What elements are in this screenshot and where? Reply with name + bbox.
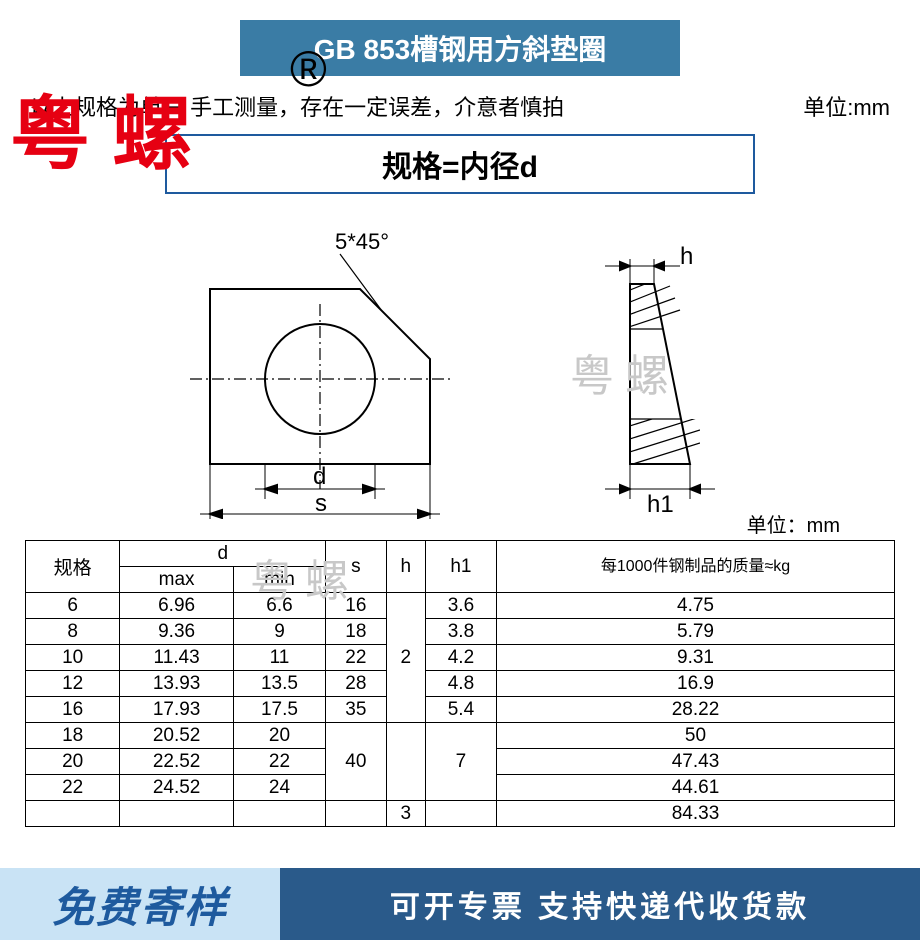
th-s: s (326, 541, 386, 593)
dim-h: h (680, 243, 693, 270)
dim-s: s (315, 490, 327, 517)
table-row: 3 84.33 (26, 801, 895, 827)
table-row: 16 17.93 17.5 35 5.4 28.22 (26, 697, 895, 723)
spec-header: 规格=内径d (165, 134, 755, 194)
th-dmax: max (120, 567, 233, 593)
dim-d: d (313, 463, 326, 490)
unit-label: 单位:mm (803, 90, 890, 122)
table-row: 8 9.36 9 18 3.8 5.79 (26, 619, 895, 645)
th-d: d (120, 541, 326, 567)
table-row: 18 20.52 20 40 7 50 (26, 723, 895, 749)
brand-overlay: 粤 螺 (10, 70, 192, 186)
footer-left: 免费寄样 (0, 868, 280, 940)
table-row: 6 6.96 6.6 16 2 3.6 4.75 (26, 593, 895, 619)
chamfer-label: 5*45° (335, 229, 389, 254)
table-row: 10 11.43 11 22 4.2 9.31 (26, 645, 895, 671)
spec-table: 规格 d s h h1 每1000件钢制品的质量≈kg max min 6 6.… (25, 540, 895, 827)
dim-h1: h1 (647, 491, 674, 518)
th-dmin: min (233, 567, 325, 593)
footer: 免费寄样 可开专票 支持快递代收货款 (0, 868, 920, 940)
technical-diagram: 5*45° d s h h1 (30, 204, 890, 519)
th-spec: 规格 (26, 541, 120, 593)
registered-mark: ® (290, 40, 327, 98)
th-h: h (386, 541, 425, 593)
footer-right: 可开专票 支持快递代收货款 (280, 868, 920, 940)
th-weight: 每1000件钢制品的质量≈kg (496, 541, 894, 593)
table-row: 12 13.93 13.5 28 4.8 16.9 (26, 671, 895, 697)
th-h1: h1 (425, 541, 496, 593)
